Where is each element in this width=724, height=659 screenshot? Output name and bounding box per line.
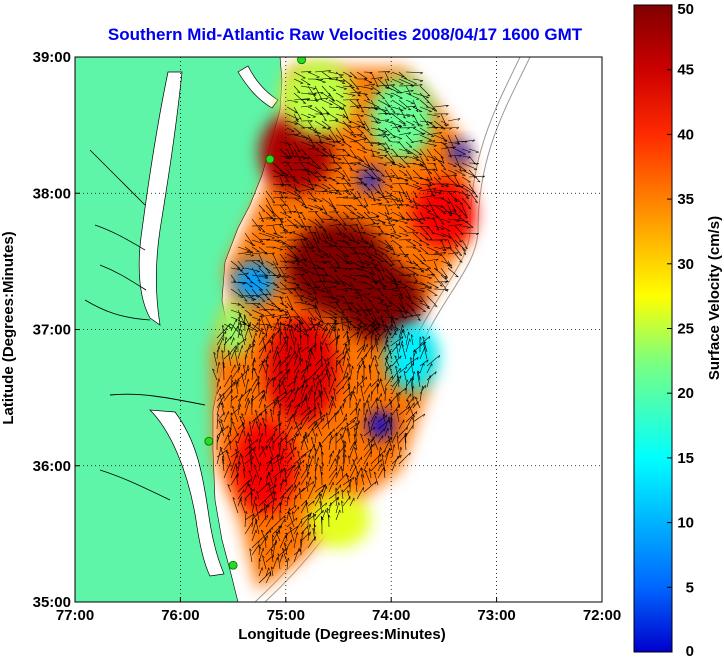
- colorbar: 0 5 10 15 20 25 30 35 40 45 50 Surface Velocity (c…: [633, 1, 723, 659]
- colorbar-tick-label: 30: [677, 256, 694, 273]
- colorbar-gradient: [633, 4, 673, 653]
- velocity-arrows: [212, 70, 485, 584]
- colorbar-label: Surface Velocity (cm/s): [706, 216, 723, 380]
- colorbar-tick-label: 35: [677, 191, 694, 208]
- speed-patch-5: [233, 418, 297, 514]
- y-tick-label: 35:00: [33, 594, 71, 611]
- colorbar-tick-label: 15: [677, 450, 694, 467]
- speed-patch-4: [264, 315, 339, 425]
- chart-title: Southern Mid-Atlantic Raw Velocities 200…: [108, 25, 583, 44]
- colorbar-tick-label: 45: [677, 62, 694, 79]
- grid: [75, 57, 602, 602]
- river-potomac: [89, 149, 146, 206]
- x-axis-label: Longitude (Degrees:Minutes): [238, 626, 446, 643]
- speed-patch-9: [450, 141, 470, 164]
- colorbar-tick-label: 20: [677, 385, 694, 402]
- radar-site-0: [297, 57, 307, 65]
- river-york: [99, 264, 147, 291]
- colorbar-tick-label: 10: [677, 515, 694, 532]
- y-tick-label: 38:00: [33, 185, 71, 202]
- x-tick-label: 76:00: [161, 607, 199, 624]
- delaware-bay: [237, 65, 279, 109]
- x-tick-label: 74:00: [372, 607, 410, 624]
- chesapeake-bay: [138, 71, 183, 326]
- speed-patch-14: [217, 302, 249, 357]
- y-tick-label: 36:00: [33, 458, 71, 475]
- pamlico-sound: [149, 409, 225, 577]
- colorbar-tick-label: 25: [677, 321, 694, 338]
- x-tick-label: 72:00: [583, 607, 621, 624]
- x-tick-label: 77:00: [56, 607, 94, 624]
- colorbar-tick-label: 0: [686, 643, 694, 659]
- radar-site-3: [228, 560, 238, 570]
- x-tick-label: 75:00: [267, 607, 305, 624]
- speed-patch-7: [370, 77, 434, 160]
- radar-site-1: [265, 154, 275, 164]
- colorbar-tick-label: 50: [677, 1, 694, 18]
- radar-site-2: [204, 436, 214, 446]
- river-rappahannock: [94, 224, 146, 251]
- speed-patch-12: [306, 493, 371, 548]
- river-james: [84, 299, 151, 321]
- plot-area: [74, 56, 603, 603]
- river-neuse: [99, 469, 171, 501]
- speed-patch-8: [359, 168, 381, 191]
- x-axis: 77:00 76:00 75:00 74:00 73:00 72:00: [56, 597, 621, 624]
- speed-patch-13: [233, 261, 276, 303]
- radar-site-markers: [204, 57, 307, 570]
- y-tick-label: 37:00: [33, 322, 71, 339]
- x-tick-label: 73:00: [477, 607, 515, 624]
- colorbar-tick-label: 5: [686, 579, 694, 596]
- y-tick-label: 39:00: [33, 49, 71, 66]
- velocity-field: [212, 59, 485, 590]
- y-axis-label: Latitude (Degrees:Minutes): [0, 231, 17, 424]
- speed-patch-6: [280, 59, 355, 137]
- colorbar-tick-label: 40: [677, 126, 694, 143]
- y-axis: 35:00 36:00 37:00 38:00 39:00: [33, 49, 80, 611]
- speed-patch-11: [368, 411, 394, 439]
- albemarle-sound: [109, 393, 206, 406]
